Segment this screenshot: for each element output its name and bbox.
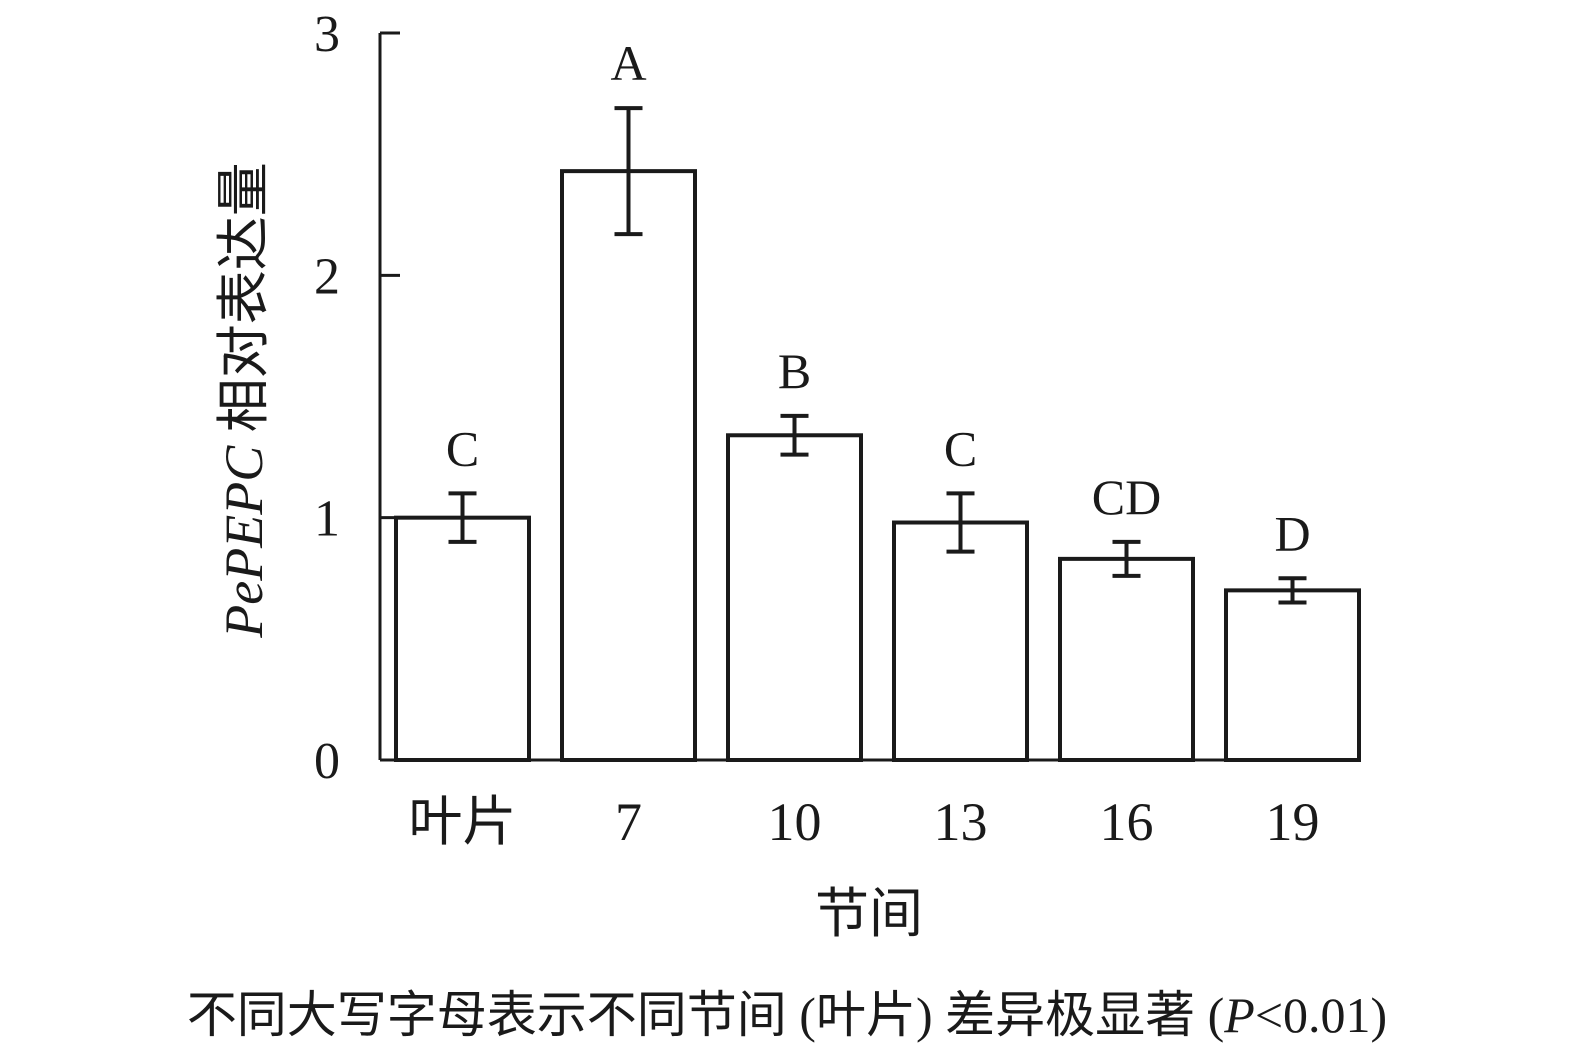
y-axis-title-text: 相对表达量 — [214, 162, 274, 446]
bars-group — [394, 169, 1361, 763]
axes-group — [378, 33, 1360, 762]
error-bars-group — [448, 106, 1307, 605]
footnote-p-variable: P — [1223, 987, 1255, 1043]
significance-label-3: C — [944, 420, 977, 476]
x-tick-label-0: 叶片 — [409, 792, 517, 852]
bar-5 — [1224, 588, 1361, 762]
y-tick-label-1: 1 — [314, 491, 340, 548]
y-tick-label-3: 3 — [314, 6, 340, 63]
x-tick-label-5: 19 — [1266, 792, 1320, 852]
significance-label-5: D — [1274, 505, 1310, 561]
bar-3 — [892, 520, 1029, 762]
x-tick-label-2: 10 — [768, 792, 822, 852]
y-tick-label-2: 2 — [314, 248, 340, 305]
significance-label-0: C — [446, 420, 479, 476]
significance-labels-group: C A B C CD D — [446, 35, 1311, 561]
footnote-prefix: 不同大写字母表示不同节间 (叶片) 差异极显著 ( — [187, 987, 1224, 1043]
x-tick-label-4: 16 — [1100, 792, 1154, 852]
x-axis-title: 节间 — [815, 884, 923, 944]
bar-0 — [394, 515, 531, 763]
bar-1 — [560, 169, 697, 762]
x-tick-labels-group: 叶片 7 10 13 16 19 — [409, 792, 1320, 852]
significance-label-1: A — [610, 35, 646, 91]
footnote-suffix: <0.01) — [1255, 987, 1387, 1043]
significance-label-4: CD — [1092, 469, 1161, 525]
footnote: 不同大写字母表示不同节间 (叶片) 差异极显著 (P<0.01) — [187, 987, 1387, 1043]
y-tick-label-0: 0 — [314, 733, 340, 790]
significance-label-2: B — [778, 343, 811, 399]
y-ticks-group: 0 1 2 3 — [314, 6, 400, 790]
bar-2 — [726, 433, 863, 762]
y-axis-title-gene: PePEPC — [214, 445, 274, 639]
y-axis-title: PePEPC 相对表达量 — [214, 162, 274, 638]
x-tick-label-3: 13 — [934, 792, 988, 852]
x-tick-label-1: 7 — [615, 792, 642, 852]
bar-4 — [1058, 556, 1195, 763]
